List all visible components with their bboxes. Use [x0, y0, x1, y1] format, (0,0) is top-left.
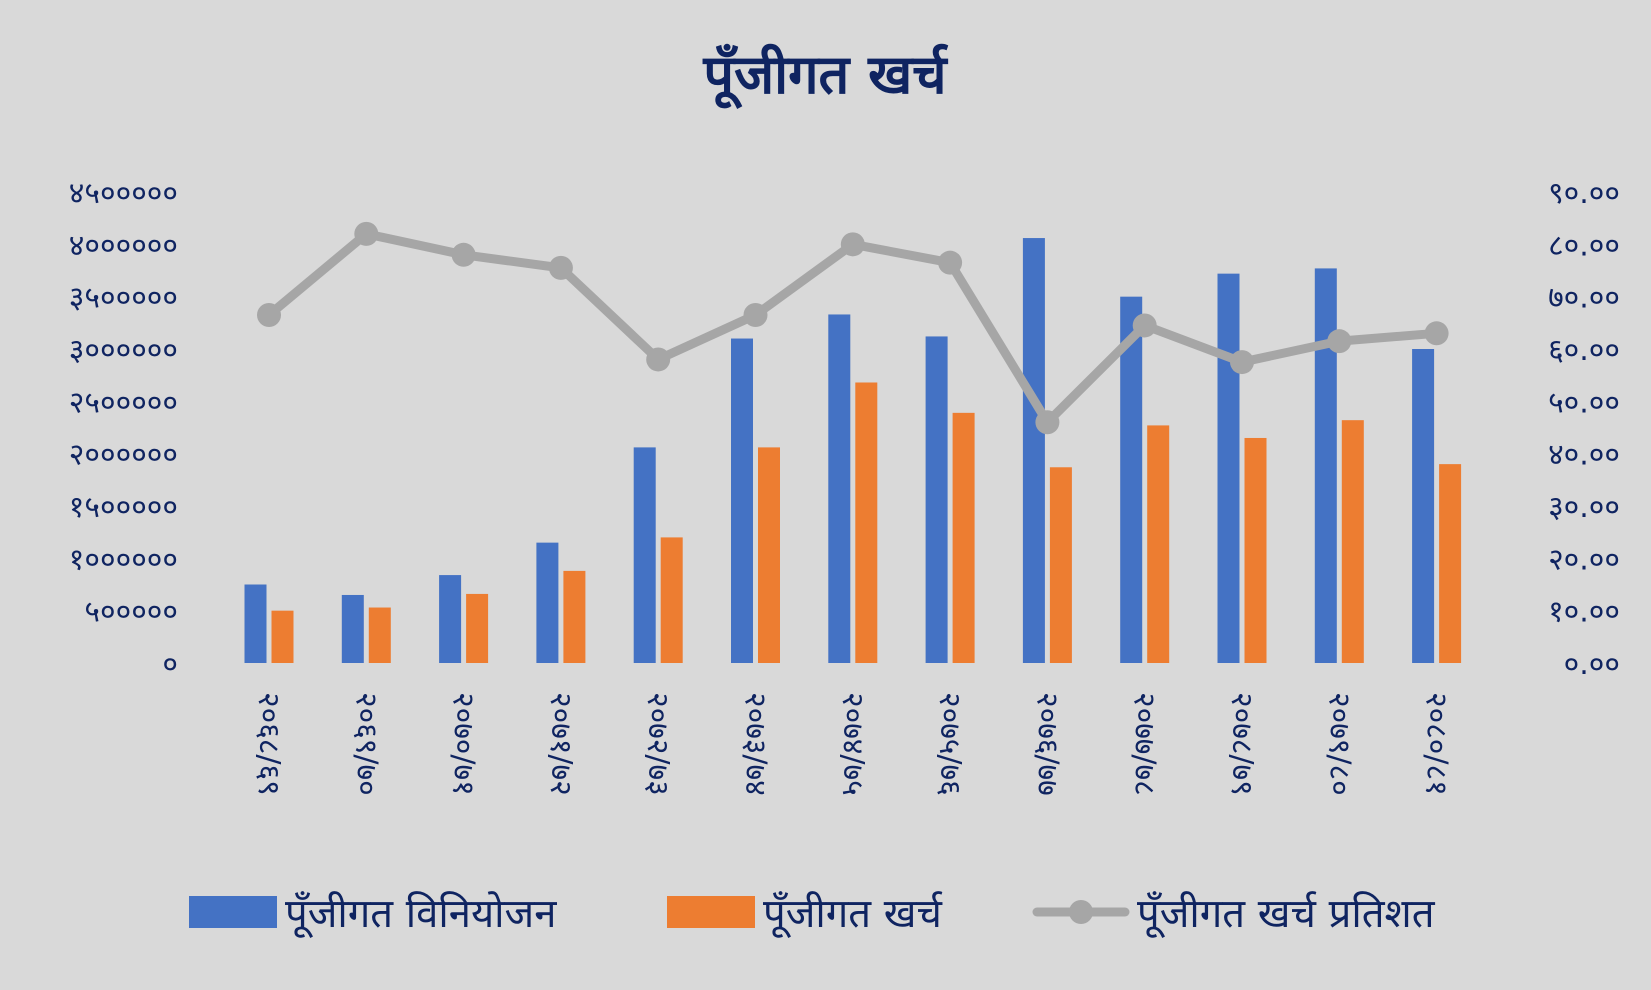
legend: पूँजीगत विनियोजन पूँजीगत खर्च पूँजीगत खर्च… [189, 891, 1436, 938]
bar-series-1-6 [731, 338, 753, 663]
bar-series-1-4 [536, 542, 559, 663]
bar-series-1-1 [244, 584, 267, 663]
bar-series-2-13 [1439, 464, 1462, 663]
x-tick-label: २०७७/७८ [1127, 692, 1162, 796]
legend-label: पूँजीगत खर्च प्रतिशत [1137, 891, 1436, 938]
bar-series-2-6 [758, 447, 780, 663]
bar-series-2-11 [1244, 437, 1267, 663]
line-point-4 [548, 255, 573, 280]
line-point-1 [257, 302, 281, 327]
line-point-7 [840, 232, 865, 257]
legend-item-3: पूँजीगत खर्च प्रतिशत [1032, 891, 1436, 938]
y-right-tick-label: ५०.०० [1548, 385, 1620, 420]
x-tick-label: २०७८/७९ [1224, 692, 1259, 796]
legend-item-1: पूँजीगत विनियोजन [189, 891, 557, 938]
line-path [264, 229, 1442, 427]
y-left-tick-label: १०००००० [69, 542, 178, 577]
line-point-5 [646, 347, 671, 372]
y-right-tick-label: ७०.०० [1548, 281, 1620, 316]
x-tick-label: २०७९/८० [1321, 692, 1356, 796]
y-right-tick-label: ३०.०० [1548, 490, 1620, 525]
line-point-11 [1230, 350, 1254, 375]
line-point-6 [743, 302, 768, 327]
x-tick-label: २०७५/७६ [932, 692, 967, 796]
x-tick-label: २०६९/७० [348, 692, 383, 796]
bar-series-2-3 [466, 593, 489, 663]
bar-series-1-13 [1412, 349, 1435, 663]
legend-swatch [667, 896, 755, 928]
right-axis: ०.०० १०.०० २०.०० ३०.०० ४०.०० ५०.०० ६०.०० ७०.०० ८… [1548, 176, 1620, 682]
x-axis: २०६८/६९ २०६९/७० २०७०/७१ २०७१/७२ २०७२/७३ २०७३/… [251, 692, 1454, 796]
bar-group [244, 238, 1462, 663]
line-series [257, 221, 1449, 435]
y-left-tick-label: ४५००००० [69, 176, 178, 211]
y-right-tick-label: ४०.०० [1548, 438, 1620, 473]
x-tick-label: २०६८/६९ [251, 692, 286, 796]
line-point-10 [1132, 313, 1157, 338]
bar-series-2-10 [1147, 425, 1170, 663]
bar-series-1-12 [1314, 268, 1337, 663]
x-tick-label: २०७१/७२ [543, 692, 578, 796]
line-point-13 [1424, 321, 1449, 346]
x-tick-label: २०८०/८१ [1419, 692, 1454, 796]
y-left-tick-label: ५००००० [84, 595, 178, 630]
x-tick-label: २०७६/७७ [1029, 692, 1064, 796]
bar-series-2-5 [660, 537, 683, 663]
legend-swatch [189, 896, 277, 928]
x-tick-label: २०७०/७१ [446, 692, 481, 796]
bar-series-1-11 [1217, 273, 1240, 663]
legend-label: पूँजीगत विनियोजन [285, 891, 557, 938]
legend-label: पूँजीगत खर्च [763, 891, 943, 938]
bar-series-1-5 [633, 447, 656, 663]
y-right-tick-label: ८०.०० [1548, 228, 1620, 263]
bar-series-2-8 [952, 412, 975, 663]
bar-series-2-9 [1049, 467, 1072, 663]
line-point-8 [938, 250, 963, 275]
bar-series-1-7 [828, 314, 851, 663]
bar-series-1-10 [1120, 296, 1143, 663]
y-left-tick-label: १५००००० [69, 490, 178, 525]
bar-series-1-2 [341, 594, 364, 663]
y-left-tick-label: ४०००००० [69, 228, 178, 263]
y-left-tick-label: ३०००००० [69, 333, 178, 368]
bar-series-1-9 [1022, 238, 1045, 663]
y-right-tick-label: २०.०० [1548, 542, 1620, 577]
y-left-tick-label: २०००००० [69, 438, 178, 473]
x-tick-label: २०७३/७४ [738, 692, 773, 796]
bar-series-2-2 [368, 607, 391, 663]
bar-series-1-8 [925, 336, 948, 663]
left-axis: ० ५००००० १०००००० १५००००० २०००००० २५००००० ३००००… [69, 176, 178, 682]
y-right-tick-label: १०.०० [1548, 595, 1620, 630]
x-tick-label: २०७४/७५ [835, 692, 870, 796]
y-right-tick-label: ०.०० [1564, 647, 1620, 682]
bar-series-2-1 [271, 610, 294, 663]
y-left-tick-label: ० [162, 647, 178, 682]
line-point-9 [1035, 410, 1060, 435]
bar-series-1-3 [439, 575, 462, 663]
y-right-tick-label: ९०.०० [1548, 176, 1620, 211]
line-point-2 [354, 221, 379, 246]
line-point-3 [451, 242, 476, 267]
y-left-tick-label: ३५००००० [69, 281, 178, 316]
bar-series-2-7 [855, 382, 878, 663]
legend-item-2: पूँजीगत खर्च [667, 891, 943, 938]
bar-series-2-4 [563, 570, 586, 663]
line-point-12 [1327, 329, 1352, 354]
bar-series-2-12 [1341, 420, 1364, 663]
y-left-tick-label: २५००००० [69, 385, 178, 420]
x-tick-label: २०७२/७३ [640, 692, 675, 796]
chart-title: पूँजीगत खर्च [702, 43, 948, 109]
legend-marker [1069, 900, 1093, 924]
y-right-tick-label: ६०.०० [1548, 333, 1620, 368]
